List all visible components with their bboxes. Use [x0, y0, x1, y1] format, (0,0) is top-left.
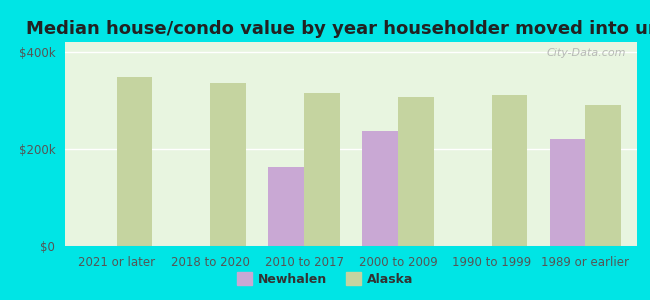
Bar: [268, 167, 304, 246]
Bar: [304, 92, 340, 246]
Bar: [398, 98, 434, 246]
Title: Median house/condo value by year householder moved into unit: Median house/condo value by year househo…: [26, 20, 650, 38]
Bar: [491, 95, 527, 246]
Bar: [586, 105, 621, 246]
Text: City-Data.com: City-Data.com: [546, 48, 625, 58]
Bar: [550, 139, 586, 246]
Bar: [211, 83, 246, 246]
Bar: [362, 131, 398, 246]
Legend: Newhalen, Alaska: Newhalen, Alaska: [231, 267, 419, 291]
Bar: [116, 77, 152, 246]
